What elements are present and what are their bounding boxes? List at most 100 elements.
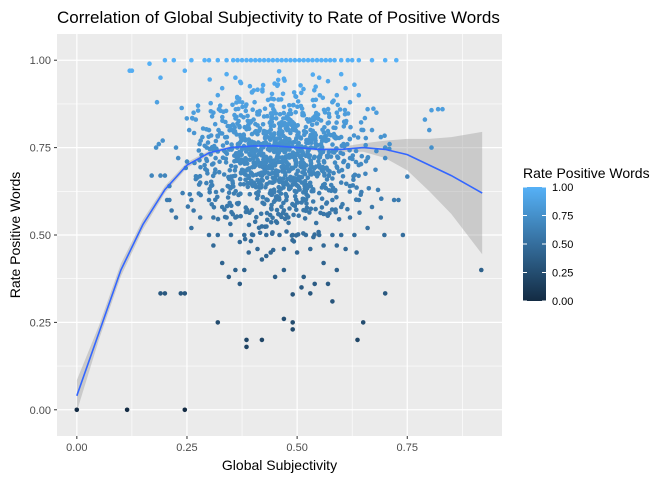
data-point [405,174,410,179]
data-point [299,152,305,158]
data-point [347,189,353,194]
data-point [343,246,348,252]
data-point [260,194,266,200]
data-point [274,172,280,178]
data-point [354,185,359,190]
data-point [260,82,266,88]
legend-tick-label: 0.00 [552,296,573,308]
data-point [312,88,317,93]
data-point [321,160,327,165]
data-point [169,208,174,213]
legend-tick-label: 1.00 [552,182,573,194]
data-point [189,57,194,63]
data-point [264,253,269,259]
data-point [156,141,162,147]
data-point [279,204,284,209]
data-point [350,156,355,162]
data-point [336,135,342,141]
data-point [206,57,212,63]
data-point [227,128,232,133]
legend-tick-label: 0.75 [552,211,573,223]
data-point [333,125,338,131]
data-point [158,291,163,296]
data-point [226,274,232,280]
data-point [242,136,248,142]
data-point [258,211,264,217]
data-point [310,199,316,204]
data-point [215,320,221,325]
data-point [323,185,329,191]
data-point [369,127,375,133]
data-point [330,99,335,105]
data-point [223,156,229,162]
data-point [357,210,362,215]
data-point [326,149,332,155]
data-point [173,215,179,220]
data-point [241,182,247,187]
data-point [289,233,295,238]
data-point [359,153,365,159]
data-point [267,120,273,125]
data-point [356,173,361,179]
data-point [284,165,290,170]
data-point [319,144,325,150]
data-point [189,197,194,203]
data-point [301,86,306,92]
legend-title: Rate Positive Words [523,165,650,181]
data-point [351,133,357,138]
data-point [280,210,286,216]
data-point [224,203,230,209]
data-point [124,407,130,413]
data-point [255,87,260,92]
data-point [277,197,282,202]
data-point [249,232,255,237]
data-point [160,138,165,143]
data-point [234,100,239,105]
data-point [212,121,218,127]
data-point [190,116,195,121]
data-point [255,123,260,128]
data-point [238,160,243,166]
data-point [274,207,280,213]
data-point [391,197,397,203]
data-point [322,125,327,130]
data-point [221,109,226,114]
data-point [301,274,307,280]
data-point [334,195,339,200]
data-point [365,225,370,231]
data-point [318,134,324,140]
data-point [309,133,315,139]
data-point [293,93,298,99]
data-point [290,119,295,125]
data-point [182,407,188,413]
data-point [297,178,302,183]
data-point [239,100,245,105]
data-point [265,217,270,223]
data-point [307,180,313,186]
data-point [251,155,256,161]
data-point [225,183,230,189]
data-point [249,131,255,137]
data-point [287,206,292,211]
smooth-curve [76,145,483,397]
data-point [230,102,235,108]
data-point [294,189,299,194]
data-point [272,274,278,280]
data-point [275,77,281,83]
data-point [281,185,286,190]
data-point [281,116,286,121]
data-point [294,152,300,157]
data-point [207,186,212,192]
data-point [374,110,379,115]
data-point [270,215,275,221]
data-point [232,112,237,118]
data-point [205,140,211,145]
data-point [330,142,335,147]
data-point [255,246,260,252]
data-point [237,176,243,182]
data-point [249,149,255,155]
data-point [369,204,375,210]
y-tick-label: 0.50 [30,230,51,242]
x-tick-label: 0.25 [176,442,197,454]
data-point [248,57,254,63]
